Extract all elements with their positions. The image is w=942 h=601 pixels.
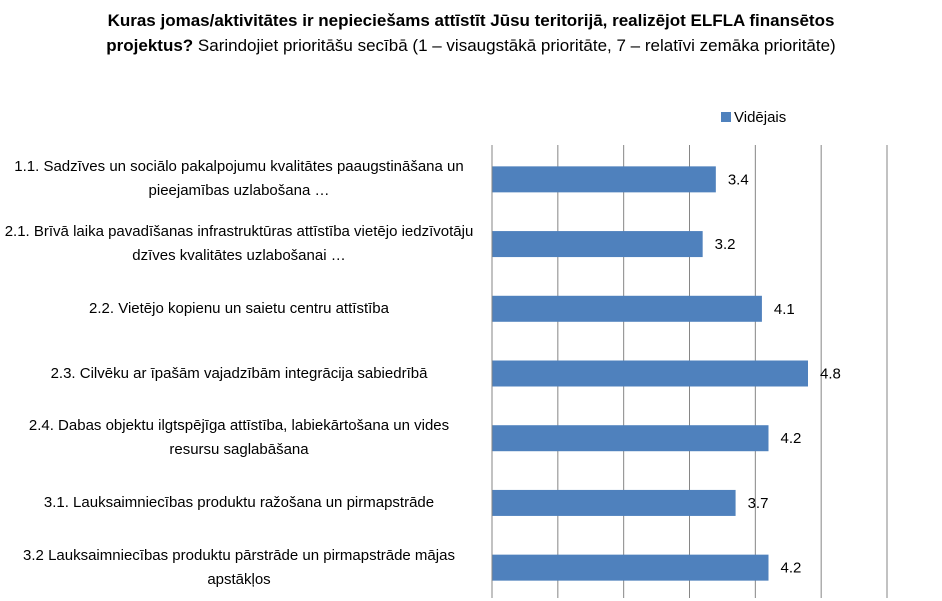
title-text: Kuras jomas/aktivitātes ir nepieciešams … [106, 8, 836, 58]
category-label: 2.3. Cilvēku ar īpašām vajadzībām integr… [50, 364, 428, 382]
category-label: 3.1. Lauksaimniecības produktu ražošana … [43, 493, 435, 511]
data-label: 3.7 [748, 495, 769, 512]
data-label: 3.4 [728, 171, 749, 188]
data-label: 4.2 [781, 560, 802, 577]
title-block: Kuras jomas/aktivitātes ir nepieciešams … [0, 8, 942, 58]
bar [492, 489, 736, 516]
bar [492, 360, 808, 387]
data-label: 3.2 [715, 236, 736, 253]
category-label: 1.1. Sadzīves un sociālo pakalpojumu kva… [14, 158, 464, 200]
legend-label: Vidējais [734, 109, 786, 126]
bar [492, 295, 762, 322]
chart-subtitle: Sarindojiet prioritāšu secībā (1 – visau… [197, 36, 836, 55]
data-label: 4.1 [774, 301, 795, 318]
category-label: 2.2. Vietējo kopienu un saietu centru at… [89, 299, 389, 317]
chart-title: Kuras jomas/aktivitātes ir nepieciešams … [106, 11, 835, 55]
bar [492, 554, 769, 581]
category-label: 3.2 Lauksaimniecības produktu pārstrāde … [23, 546, 455, 588]
category-label: 2.4. Dabas objektu ilgtspējīga attīstība… [28, 417, 450, 459]
bar [492, 425, 769, 452]
data-label: 4.8 [820, 365, 841, 382]
data-label: 4.2 [781, 430, 802, 447]
bar [492, 166, 716, 193]
category-label: 2.1. Brīvā laika pavadīšanas infrastrukt… [4, 223, 474, 265]
bar [492, 231, 703, 258]
legend-swatch [721, 112, 731, 122]
